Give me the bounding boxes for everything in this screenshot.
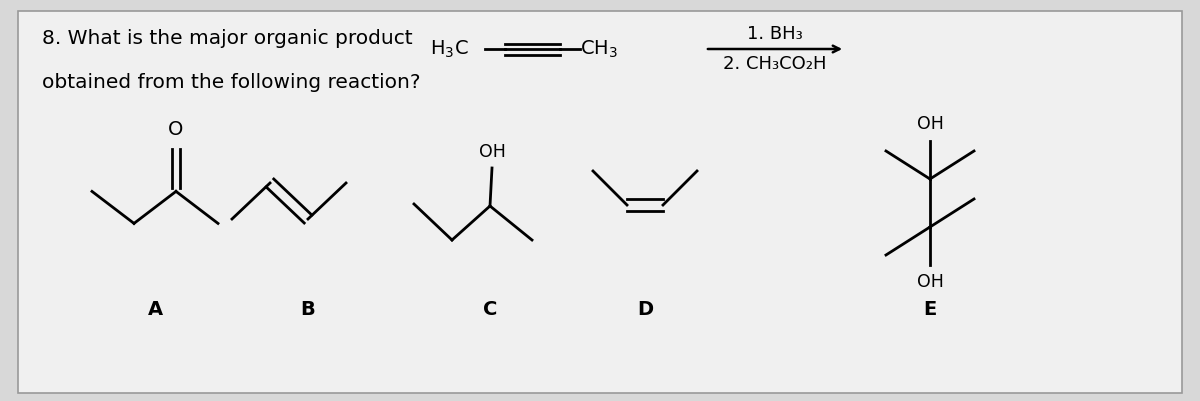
Text: 1. BH₃: 1. BH₃ [748,25,803,43]
Text: H$_3$C: H$_3$C [430,38,469,60]
Text: obtained from the following reaction?: obtained from the following reaction? [42,73,420,92]
Text: C: C [482,300,497,319]
Text: OH: OH [479,143,505,161]
Text: 8. What is the major organic product: 8. What is the major organic product [42,29,413,48]
Text: CH$_3$: CH$_3$ [580,38,618,60]
Text: A: A [148,300,162,319]
Text: B: B [301,300,316,319]
Text: D: D [637,300,653,319]
Text: O: O [168,120,184,140]
Text: OH: OH [917,115,943,133]
Text: 2. CH₃CO₂H: 2. CH₃CO₂H [724,55,827,73]
Text: E: E [923,300,937,319]
FancyBboxPatch shape [18,11,1182,393]
Text: OH: OH [917,273,943,291]
